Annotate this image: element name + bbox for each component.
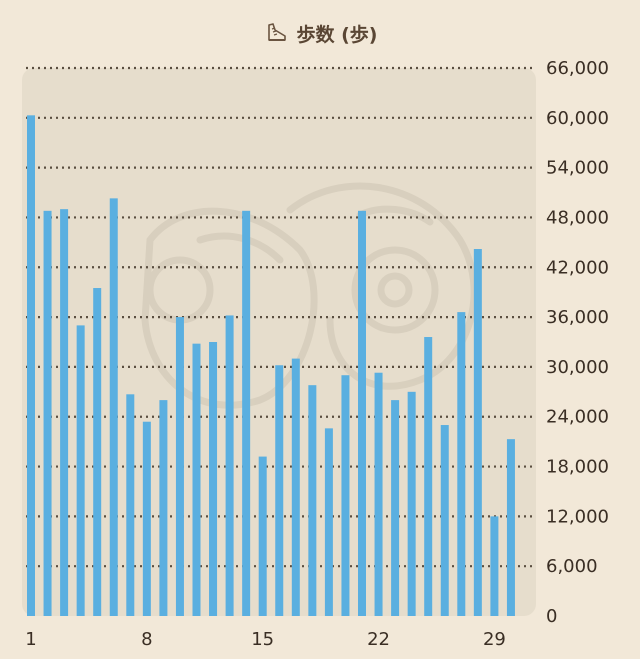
bar-day-23 [391,400,400,616]
bar-day-15 [258,456,267,616]
x-axis-labels: 1 8 15 22 29 [25,629,506,650]
bar-day-11 [192,343,201,616]
chart-title: 歩数 (歩) [0,20,640,47]
bar-day-17 [291,358,300,616]
sneaker-icon [267,22,286,41]
bar-day-1 [27,115,35,616]
bar-day-29 [490,516,499,616]
bar-day-22 [374,372,383,616]
bar-day-30 [506,439,515,616]
bar-day-4 [76,325,85,616]
bar-day-16 [275,365,284,616]
bar-day-12 [209,342,218,616]
y-tick-label: 30,000 [546,357,609,378]
y-tick-label: 12,000 [546,506,609,527]
bar-day-3 [60,209,69,616]
bar-day-14 [242,210,251,616]
bar-day-18 [308,385,317,616]
bar-day-10 [175,317,184,616]
y-tick-label: 60,000 [546,108,609,129]
y-tick-label: 36,000 [546,307,609,328]
bar-day-24 [407,391,416,616]
y-axis-labels: 0 6,000 12,000 18,000 24,000 30,000 36,000 42,0… [546,58,609,627]
x-tick-label: 15 [251,629,274,650]
bar-day-9 [159,400,168,616]
bar-day-27 [457,312,466,616]
x-tick-label: 22 [367,629,390,650]
y-tick-label: 24,000 [546,407,609,428]
y-tick-label: 18,000 [546,457,609,478]
bars [27,115,515,617]
bar-day-21 [358,210,366,616]
bar-day-13 [225,315,234,616]
bar-day-5 [93,288,102,616]
y-tick-label: 48,000 [546,207,609,228]
bar-day-25 [424,337,433,616]
bar-day-6 [109,198,118,616]
y-tick-label: 42,000 [546,257,609,278]
bar-day-20 [341,375,350,616]
y-tick-label: 54,000 [546,158,609,179]
bar-day-2 [43,210,52,616]
y-tick-label: 0 [546,606,557,627]
y-tick-label: 6,000 [546,556,598,577]
bar-day-28 [473,249,482,617]
y-tick-label: 66,000 [546,58,609,79]
x-tick-label: 1 [25,629,36,650]
bar-day-26 [440,425,449,616]
chart-title-text: 歩数 (歩) [296,24,378,46]
x-tick-label: 29 [483,629,506,650]
bar-day-19 [324,428,333,616]
bar-day-8 [142,421,151,616]
bar-day-7 [126,394,135,616]
x-tick-label: 8 [141,629,152,650]
